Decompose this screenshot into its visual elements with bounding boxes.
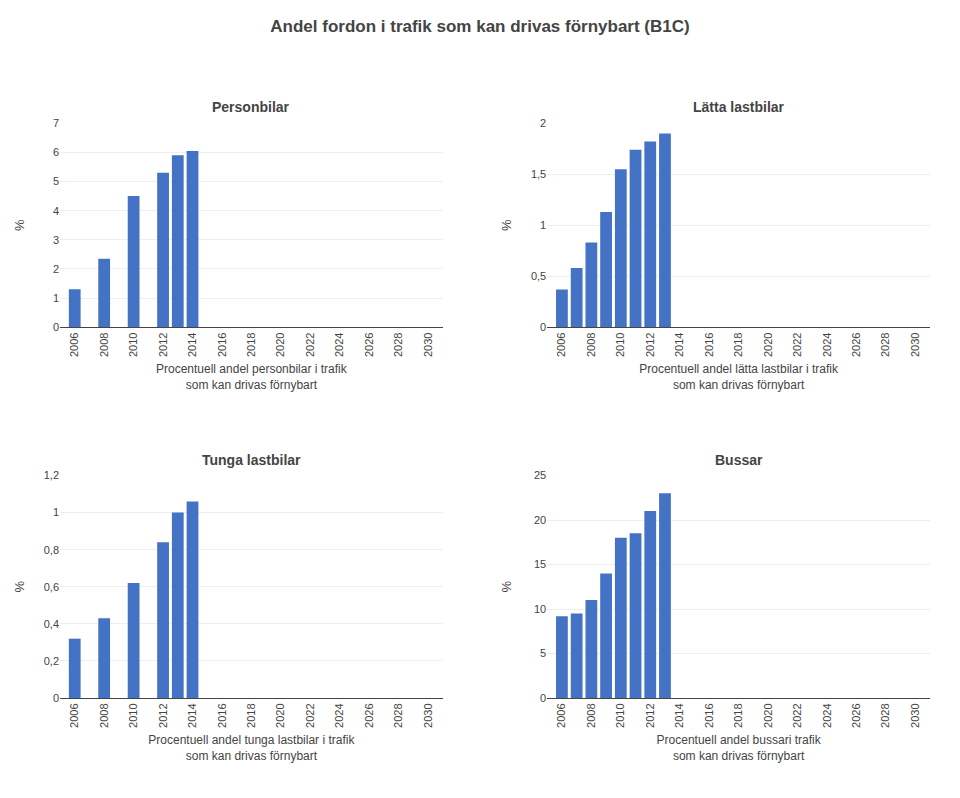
svg-text:2006: 2006 (555, 703, 567, 727)
svg-text:0: 0 (540, 321, 546, 333)
svg-text:2012: 2012 (644, 703, 656, 727)
svg-text:2028: 2028 (392, 703, 404, 727)
svg-text:2006: 2006 (555, 333, 567, 357)
svg-text:0,5: 0,5 (531, 270, 546, 282)
svg-text:2006: 2006 (68, 703, 80, 727)
svg-text:2: 2 (53, 263, 59, 275)
svg-text:2016: 2016 (216, 333, 228, 357)
svg-text:2024: 2024 (821, 333, 833, 357)
svg-text:1: 1 (540, 219, 546, 231)
svg-text:4: 4 (53, 205, 59, 217)
svg-text:2028: 2028 (879, 333, 891, 357)
svg-text:2018: 2018 (245, 333, 257, 357)
svg-text:Lätta lastbilar: Lätta lastbilar (693, 99, 785, 115)
svg-text:2022: 2022 (791, 333, 803, 357)
svg-text:2026: 2026 (850, 333, 862, 357)
svg-text:2010: 2010 (127, 703, 139, 727)
svg-text:2020: 2020 (762, 703, 774, 727)
svg-text:1,5: 1,5 (531, 168, 546, 180)
svg-text:%: % (499, 581, 514, 593)
svg-text:%: % (499, 219, 514, 231)
svg-text:20: 20 (534, 514, 546, 526)
svg-text:Bussar: Bussar (715, 452, 763, 468)
svg-text:2030: 2030 (909, 703, 921, 727)
svg-text:2020: 2020 (762, 333, 774, 357)
svg-text:2024: 2024 (333, 333, 345, 357)
svg-text:1: 1 (53, 506, 59, 518)
svg-text:2006: 2006 (68, 333, 80, 357)
svg-text:2012: 2012 (157, 333, 169, 357)
svg-text:7: 7 (53, 117, 59, 129)
svg-text:2012: 2012 (157, 703, 169, 727)
svg-text:2022: 2022 (791, 703, 803, 727)
svg-text:2024: 2024 (821, 703, 833, 727)
svg-text:2018: 2018 (245, 703, 257, 727)
svg-text:2018: 2018 (732, 703, 744, 727)
svg-text:2022: 2022 (304, 333, 316, 357)
svg-text:2022: 2022 (304, 703, 316, 727)
svg-text:2016: 2016 (703, 333, 715, 357)
svg-text:6: 6 (53, 146, 59, 158)
svg-text:2018: 2018 (732, 333, 744, 357)
svg-text:2020: 2020 (274, 703, 286, 727)
svg-text:3: 3 (53, 234, 59, 246)
svg-text:5: 5 (540, 647, 546, 659)
svg-text:2030: 2030 (422, 333, 434, 357)
svg-text:2024: 2024 (333, 703, 345, 727)
svg-text:0: 0 (53, 692, 59, 704)
svg-text:Personbilar: Personbilar (212, 99, 290, 115)
svg-text:2030: 2030 (909, 333, 921, 357)
svg-text:2008: 2008 (585, 703, 597, 727)
svg-text:0,6: 0,6 (44, 581, 59, 593)
svg-text:0: 0 (53, 321, 59, 333)
svg-text:2014: 2014 (673, 703, 685, 727)
svg-text:Procentuell andel lätta lastbi: Procentuell andel lätta lastbilar i traf… (639, 362, 839, 392)
svg-text:0: 0 (540, 692, 546, 704)
svg-text:2010: 2010 (614, 333, 626, 357)
svg-text:2026: 2026 (363, 703, 375, 727)
svg-text:Procentuell andel bussari traf: Procentuell andel bussari trafiksom kan … (657, 733, 822, 763)
svg-text:2026: 2026 (850, 703, 862, 727)
svg-text:2014: 2014 (186, 703, 198, 727)
svg-text:0,8: 0,8 (44, 544, 59, 556)
svg-text:10: 10 (534, 603, 546, 615)
svg-text:2014: 2014 (186, 333, 198, 357)
svg-text:2008: 2008 (98, 333, 110, 357)
svg-text:2010: 2010 (127, 333, 139, 357)
svg-text:2008: 2008 (98, 703, 110, 727)
svg-text:Procentuell andel personbilar: Procentuell andel personbilar i trafikso… (156, 362, 348, 392)
svg-text:%: % (12, 219, 27, 231)
svg-text:2028: 2028 (879, 703, 891, 727)
svg-text:Andel fordon i trafik som kan: Andel fordon i trafik som kan drivas för… (270, 17, 689, 36)
svg-text:2: 2 (540, 117, 546, 129)
svg-text:25: 25 (534, 469, 546, 481)
svg-text:2010: 2010 (614, 703, 626, 727)
svg-text:1: 1 (53, 292, 59, 304)
svg-text:15: 15 (534, 558, 546, 570)
svg-text:2014: 2014 (673, 333, 685, 357)
svg-text:2012: 2012 (644, 333, 656, 357)
svg-text:2008: 2008 (585, 333, 597, 357)
svg-text:Procentuell andel tunga lastbi: Procentuell andel tunga lastbilar i traf… (148, 733, 355, 763)
svg-text:1,2: 1,2 (44, 469, 59, 481)
svg-text:2030: 2030 (422, 703, 434, 727)
svg-text:0,2: 0,2 (44, 655, 59, 667)
svg-text:%: % (12, 581, 27, 593)
svg-text:2016: 2016 (216, 703, 228, 727)
svg-text:2020: 2020 (274, 333, 286, 357)
svg-text:0,4: 0,4 (44, 618, 59, 630)
svg-text:2016: 2016 (703, 703, 715, 727)
svg-text:2026: 2026 (363, 333, 375, 357)
svg-text:5: 5 (53, 175, 59, 187)
svg-text:2028: 2028 (392, 333, 404, 357)
svg-text:Tunga lastbilar: Tunga lastbilar (202, 452, 301, 468)
